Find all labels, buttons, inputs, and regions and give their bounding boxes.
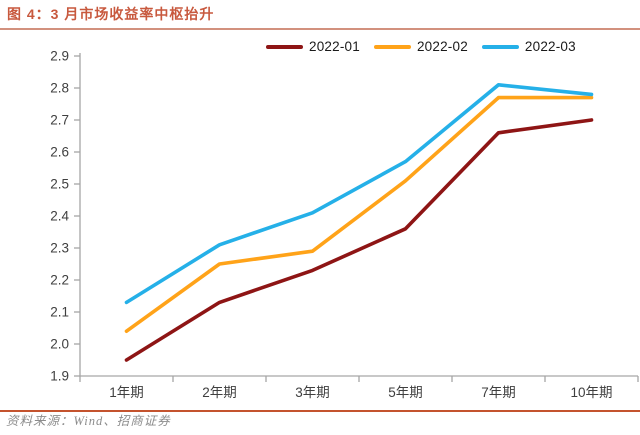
y-tick-label: 2.9 (50, 49, 69, 64)
legend-line-swatch-2022-02 (373, 44, 411, 49)
y-tick-label: 2.3 (50, 241, 69, 256)
legend-label-2022-02: 2022-02 (416, 39, 468, 54)
chart-legend: 2022-01 2022-02 2022-03 (266, 39, 576, 54)
y-tick-label: 2.5 (50, 177, 69, 192)
legend-line-swatch-2022-01 (266, 44, 303, 49)
y-tick-label: 2.4 (50, 209, 69, 224)
footer-separator (0, 410, 640, 412)
series-line-2022-01 (124, 118, 594, 362)
y-tick-label: 1.9 (50, 369, 69, 384)
legend-label-2022-01: 2022-01 (309, 39, 360, 54)
x-tick-label-1年期: 1年期 (109, 385, 144, 400)
legend-line-swatch-2022-03 (481, 44, 519, 49)
source-note: 资料来源：Wind、招商证券 (6, 414, 171, 428)
x-tick-label-2年期: 2年期 (202, 385, 237, 400)
y-tick-label: 2.0 (50, 337, 69, 352)
yield-curve-plot: 1.9 2.0 2.1 2.2 2.3 2.4 2.5 2.6 2.7 2.8 2.9 1年期 2年期 3… (50, 49, 639, 400)
x-tick-label-3年期: 3年期 (295, 385, 330, 400)
series-line-2022-02 (124, 95, 594, 334)
legend-item-2022-01: 2022-01 (266, 39, 360, 54)
y-tick-label: 2.6 (50, 145, 69, 160)
x-tick-label-5年期: 5年期 (388, 385, 423, 400)
y-tick-label: 2.8 (50, 81, 69, 96)
x-tick-label-7年期: 7年期 (481, 385, 516, 400)
legend-label-2022-03: 2022-03 (524, 39, 576, 54)
title-separator (0, 27, 640, 30)
y-tick-label: 2.7 (50, 113, 69, 128)
figure-title: 图 4：3 月市场收益率中枢抬升 (7, 6, 215, 22)
y-tick-label: 2.1 (50, 305, 69, 320)
y-tick-label: 2.2 (50, 273, 69, 288)
legend-item-2022-02: 2022-02 (373, 39, 468, 54)
x-tick-label-10年期: 10年期 (570, 385, 612, 400)
series-line-2022-03 (124, 83, 594, 305)
legend-item-2022-03: 2022-03 (481, 39, 576, 54)
